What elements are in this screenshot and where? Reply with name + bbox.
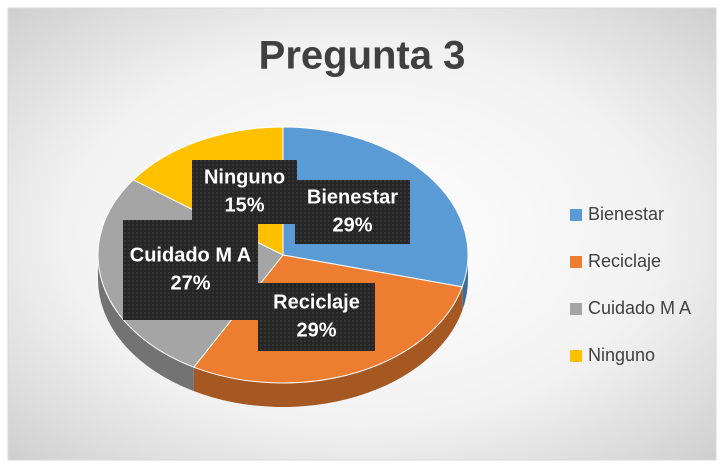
legend-swatch bbox=[570, 350, 582, 362]
chart-title: Pregunta 3 bbox=[259, 34, 466, 78]
data-label-value: 29% bbox=[332, 214, 372, 236]
data-label-value: 15% bbox=[224, 194, 264, 216]
pie-side bbox=[98, 255, 194, 392]
data-label-name: Reciclaje bbox=[273, 291, 360, 313]
legend-swatch bbox=[570, 256, 582, 268]
data-label-name: Cuidado M A bbox=[130, 244, 251, 266]
legend-label: Cuidado M A bbox=[588, 298, 691, 318]
legend-label: Ninguno bbox=[588, 345, 655, 365]
data-label-box bbox=[295, 180, 410, 244]
data-label-box bbox=[123, 220, 258, 320]
pie-side bbox=[462, 255, 468, 311]
data-label-name: Bienestar bbox=[307, 186, 398, 208]
data-label-box bbox=[192, 160, 297, 224]
legend-label: Bienestar bbox=[588, 204, 664, 224]
legend-label: Reciclaje bbox=[588, 251, 661, 271]
data-label-box bbox=[258, 283, 375, 351]
legend-swatch bbox=[570, 209, 582, 221]
data-label-name: Ninguno bbox=[204, 166, 285, 188]
pie-side bbox=[193, 286, 463, 408]
data-label-value: 29% bbox=[296, 319, 336, 341]
data-label-value: 27% bbox=[170, 272, 210, 294]
legend-swatch bbox=[570, 303, 582, 315]
